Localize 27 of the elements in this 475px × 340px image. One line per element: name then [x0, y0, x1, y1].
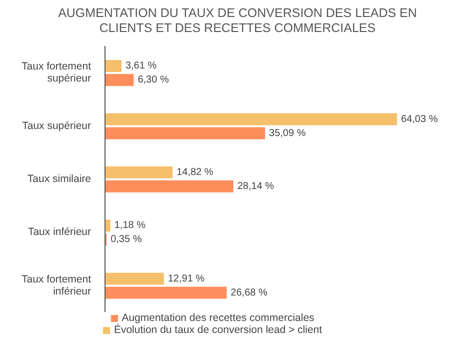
data-label: 26,68 % — [230, 287, 268, 298]
data-label: 0,35 % — [110, 234, 142, 246]
chart-title: AUGMENTATION DU TAUX DE CONVERSION DES LEADS EN CLIENTS ET DES RECETTES COMMERCIALES — [57, 5, 418, 37]
bar — [105, 166, 173, 178]
y-tick-label: Taux supérieur — [22, 120, 92, 132]
y-tick-label: Taux inférieur — [28, 226, 92, 238]
data-label: 12,91 % — [168, 273, 205, 284]
legend-label: Augmentation des recettes commerciales — [122, 312, 314, 324]
bar — [105, 113, 398, 126]
bar — [105, 60, 122, 72]
y-tick-label: Taux similaire — [27, 172, 92, 185]
data-label: 64,03 % — [401, 114, 438, 125]
bar — [105, 74, 134, 86]
data-label: 3,61 % — [125, 60, 157, 72]
bar — [105, 127, 266, 140]
bar — [105, 272, 164, 285]
y-tick-label: Taux fortement inférieur — [22, 273, 92, 298]
bar — [105, 220, 110, 232]
bar — [105, 286, 227, 299]
data-label: 28,14 % — [237, 181, 274, 192]
y-tick-label: Taux fortement supérieur — [22, 60, 92, 84]
data-label: 35,09 % — [269, 128, 306, 139]
bar — [105, 180, 234, 192]
data-label: 14,82 % — [176, 167, 214, 178]
data-label: 6,30 % — [138, 74, 169, 86]
legend-label: Évolution du taux de conversion lead > client — [114, 324, 322, 336]
data-label: 1,18 % — [114, 220, 146, 232]
